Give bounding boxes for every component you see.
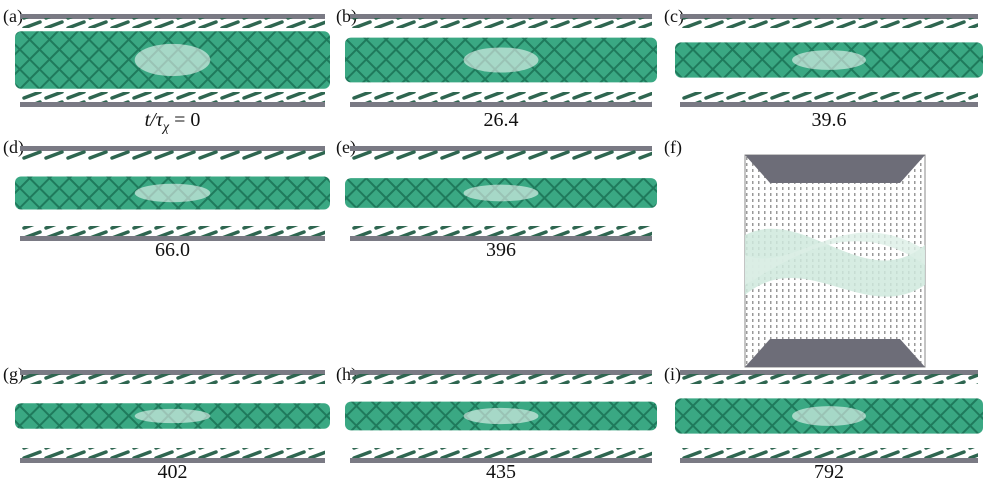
top-rods [20, 18, 325, 28]
page: {"panels": [ {"label": "(a)", "caption":… [0, 0, 986, 496]
caption: 66.0 [155, 239, 190, 261]
bottom-rods [680, 448, 978, 458]
caption: t/τχ = 0 [145, 109, 201, 135]
bottom-plate [20, 102, 325, 107]
top-rods [680, 18, 978, 28]
bottom-rods [680, 92, 978, 102]
top-rods [350, 150, 652, 160]
caption: 792 [814, 461, 844, 483]
bottom-plate [745, 339, 925, 367]
band-hole [135, 409, 211, 423]
caption: 26.4 [484, 109, 519, 131]
top-rods [350, 18, 652, 28]
panel-label: (i) [664, 364, 681, 385]
caption-main: t/τ [145, 109, 164, 131]
bottom-rods [20, 226, 325, 236]
bottom-rods [350, 226, 652, 236]
caption: 39.6 [812, 109, 847, 131]
bottom-rods [20, 448, 325, 458]
caption: 396 [486, 239, 516, 261]
caption: 402 [158, 461, 188, 483]
band-hole [464, 185, 539, 202]
caption: 435 [486, 461, 516, 483]
panel-label: (a) [3, 6, 23, 27]
band-hole [135, 44, 211, 76]
figure: (a)t/τχ = 0(b)26.4(c)39.6(d)66.0(e)396(f… [0, 0, 986, 491]
top-rods [20, 150, 325, 160]
band-hole [792, 50, 866, 70]
band-hole [792, 406, 866, 426]
panel-label: (f) [664, 137, 682, 158]
band-hole [464, 408, 539, 424]
top-rods [350, 374, 652, 384]
bottom-rods [20, 92, 325, 102]
bottom-plate [350, 102, 652, 107]
bottom-rods [350, 92, 652, 102]
top-rods [680, 374, 978, 384]
band-hole [464, 47, 539, 72]
top-rods [20, 374, 325, 384]
top-plate [745, 155, 925, 183]
band-hole [135, 184, 211, 202]
bottom-rods [350, 448, 652, 458]
bottom-plate [680, 102, 978, 107]
caption-rest: = 0 [169, 109, 200, 131]
